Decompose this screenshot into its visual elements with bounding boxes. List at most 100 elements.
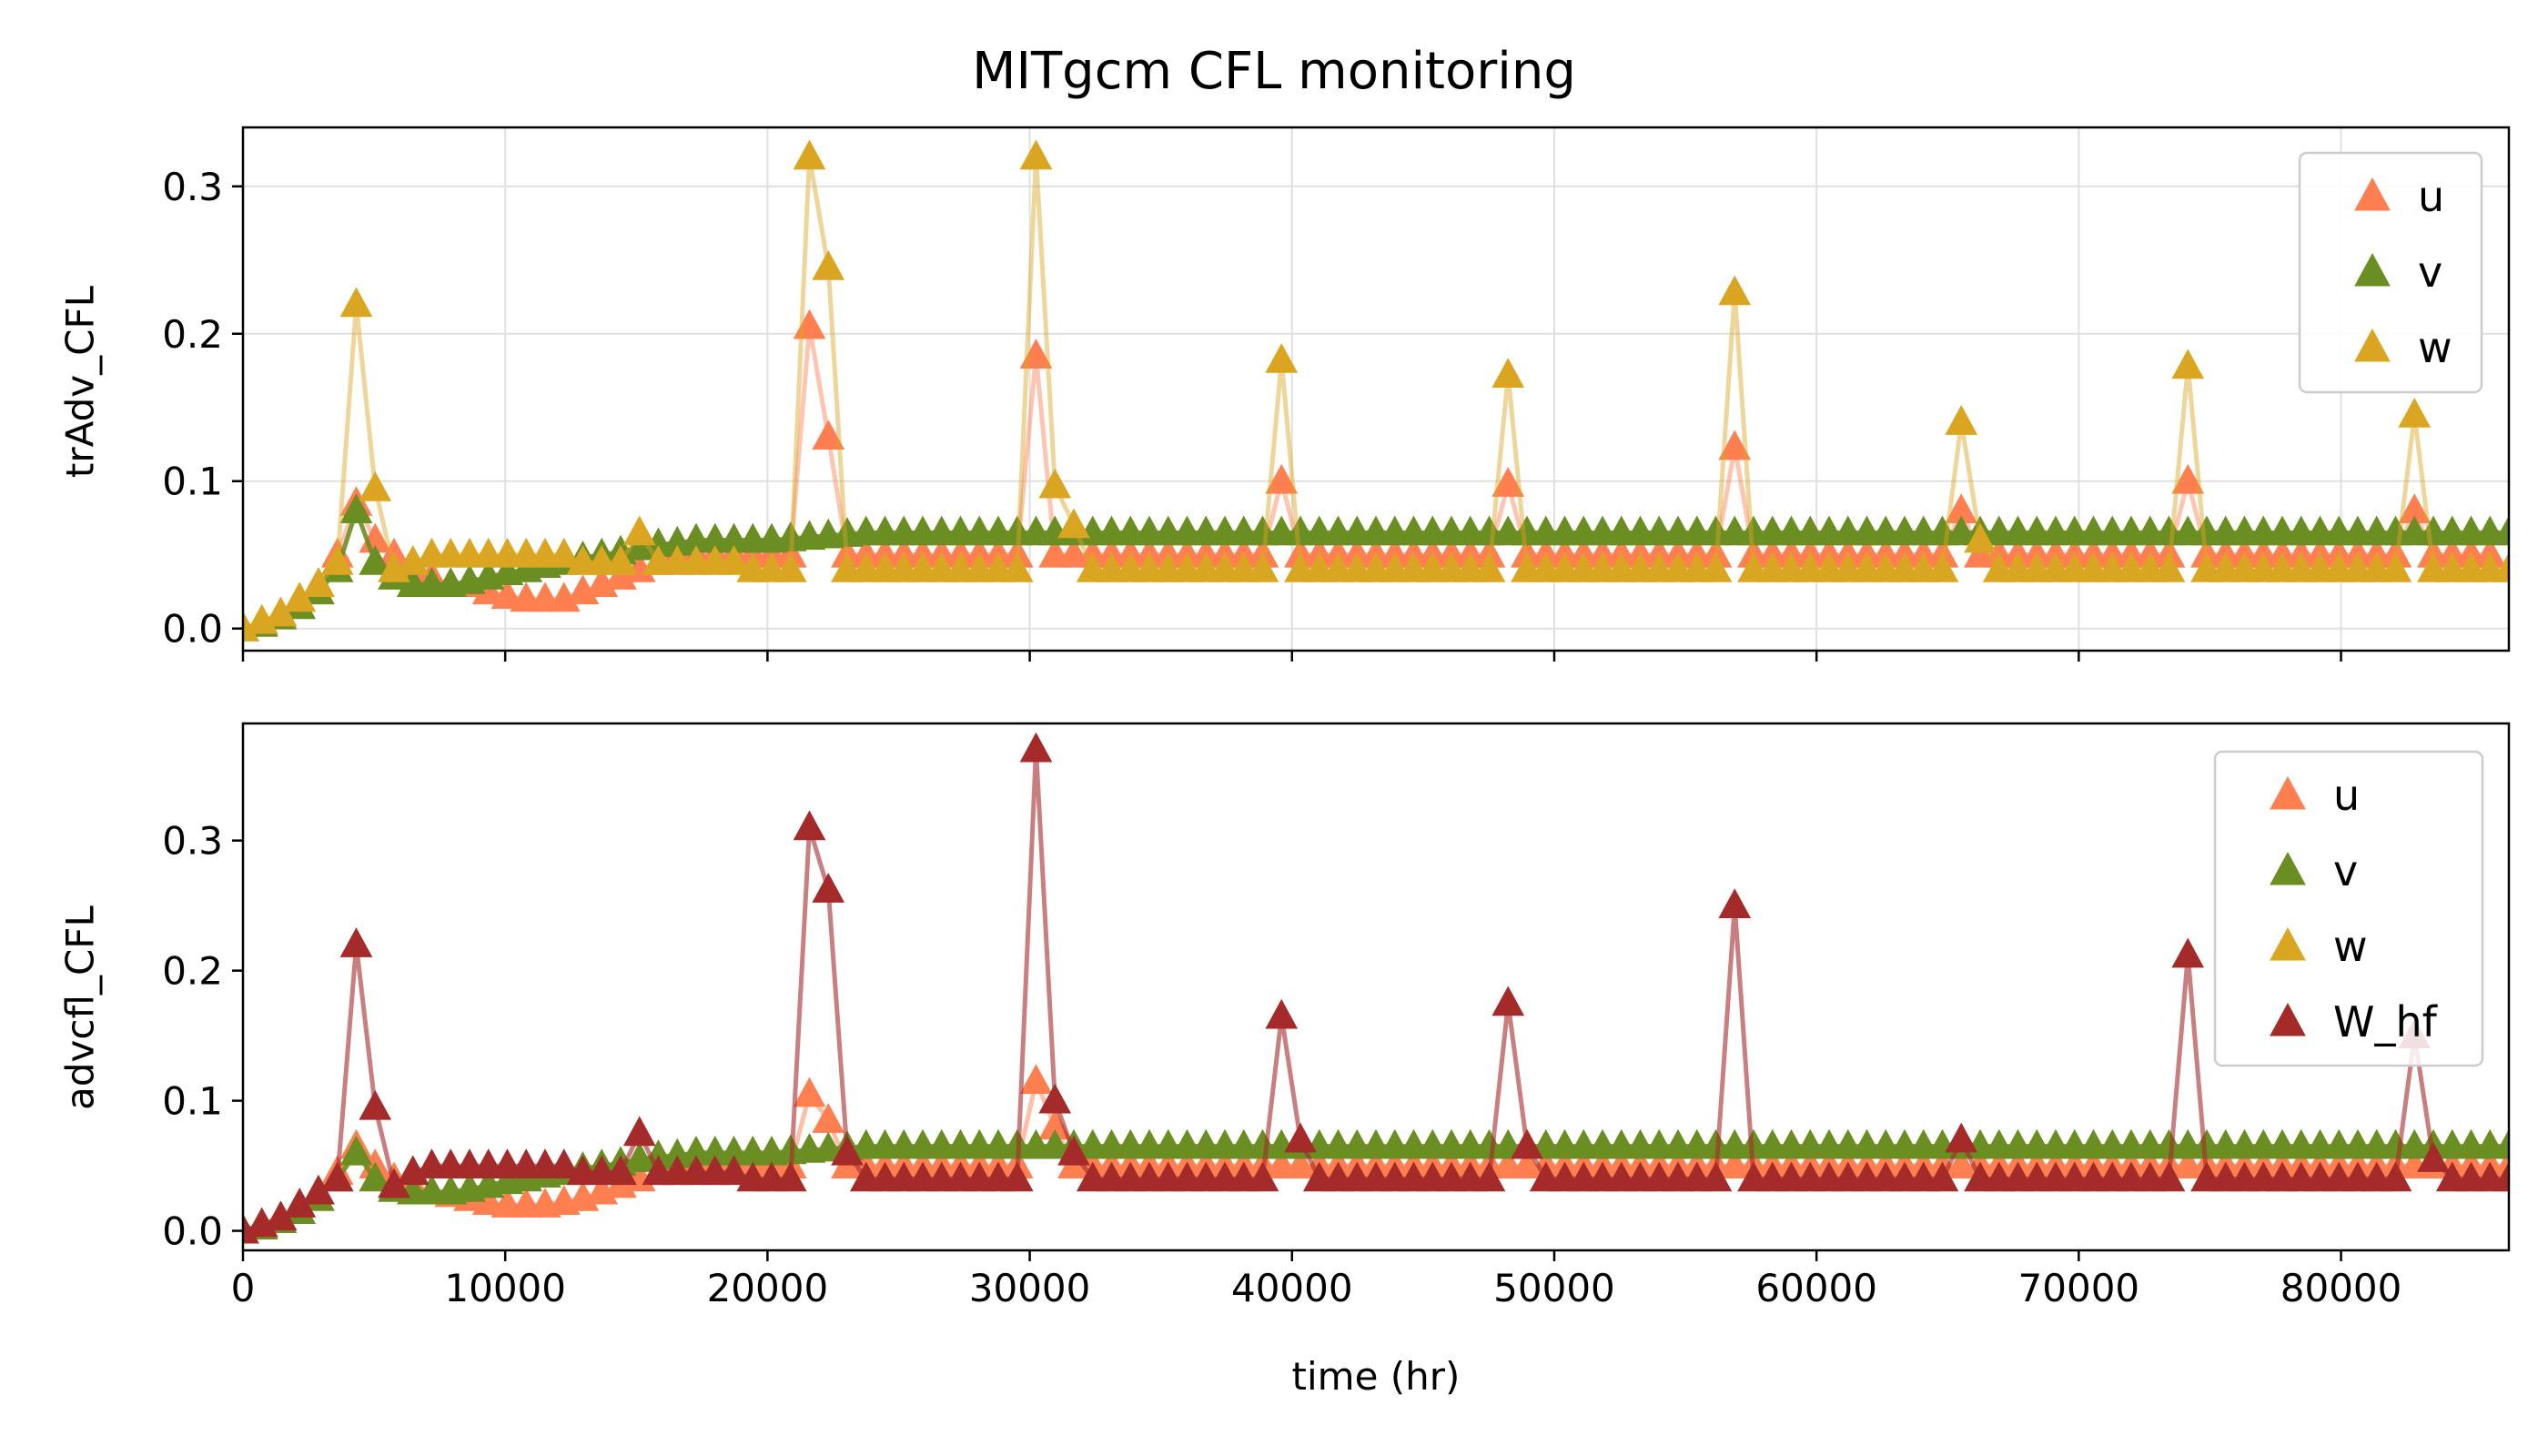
bottom-series-W_hf	[243, 732, 2509, 1244]
top-point-w-20	[604, 544, 637, 575]
top-point-w-6	[339, 287, 373, 318]
top-point-v-7	[359, 544, 392, 575]
bottom-y-tick-label-3: 0.3	[162, 819, 223, 864]
top-point-w-3	[283, 581, 317, 612]
top-point-w-17	[547, 537, 581, 568]
bottom-x-tick-label-4: 40000	[1231, 1266, 1353, 1310]
bottom-point-W_hf-55	[1265, 998, 1299, 1029]
bottom-point-W_hf-56	[1284, 1122, 1317, 1153]
top-point-w-120	[2492, 552, 2509, 582]
top-point-w-43	[1038, 468, 1072, 499]
bottom-x-tick-label-8: 80000	[2280, 1266, 2402, 1310]
top-legend-label-w: w	[2418, 323, 2452, 372]
bottom-point-W_hf-79	[1718, 888, 1752, 919]
chart-title: MITgcm CFL monitoring	[972, 42, 1576, 101]
bottom-point-W_hf-66	[1472, 1161, 1506, 1192]
top-point-w-21	[622, 515, 656, 546]
bottom-y-tick-label-0: 0.0	[162, 1209, 223, 1254]
top-point-u-31	[812, 420, 845, 450]
top-point-w-7	[359, 470, 392, 501]
bottom-x-tick-label-0: 0	[231, 1266, 256, 1310]
bottom-point-W_hf-32	[831, 1135, 864, 1166]
top-point-w-115	[2398, 397, 2432, 428]
top-point-w-2	[264, 596, 298, 627]
bottom-point-W_hf-30	[793, 810, 826, 841]
bottom-legend-label-W_hf: W_hf	[2333, 997, 2439, 1046]
bottom-point-W_hf-43	[1038, 1083, 1072, 1114]
bottom-point-W_hf-68	[1511, 1128, 1543, 1159]
bottom-point-W_hf-54	[1246, 1161, 1279, 1192]
bottom-point-W_hf-67	[1491, 986, 1525, 1016]
bottom-legend-marker-u	[2270, 776, 2306, 810]
bottom-legend-label-v: v	[2333, 846, 2358, 895]
bottom-y-tick-label-1: 0.1	[162, 1079, 223, 1124]
bottom-point-W_hf-42	[1019, 732, 1053, 763]
top-legend-label-u: u	[2418, 172, 2444, 221]
top-plot-area	[243, 139, 2509, 642]
top-point-u-79	[1718, 430, 1752, 460]
top-point-w-29	[774, 552, 807, 582]
bottom-point-v-120	[2492, 1128, 2509, 1159]
top-point-w-67	[1491, 358, 1525, 388]
bottom-legend-marker-w	[2270, 927, 2306, 961]
top-point-w-44	[1057, 508, 1090, 539]
top-legend-label-v: v	[2418, 248, 2442, 297]
bottom-legend-box	[2213, 750, 2484, 1067]
bottom-point-W_hf-114	[2379, 1161, 2412, 1192]
bottom-point-u-42	[1019, 1064, 1053, 1095]
top-point-w-79	[1718, 275, 1752, 306]
top-axes-frame	[241, 126, 2511, 652]
bottom-axes-frame	[241, 722, 2511, 1252]
top-point-w-54	[1246, 552, 1279, 582]
top-legend-marker-w	[2354, 329, 2391, 362]
top-series-v	[243, 493, 2509, 642]
top-series-u	[243, 308, 2507, 642]
bottom-point-W_hf-103	[2171, 937, 2205, 968]
top-point-u-14	[490, 579, 524, 609]
panel-top: 0.0 0.1 0.2 0.3 uvw	[162, 126, 2511, 662]
bottom-point-W_hf-44	[1057, 1135, 1090, 1166]
bottom-point-u-30	[793, 1077, 826, 1107]
bottom-legend: uvw W_hf	[2213, 750, 2484, 1067]
top-point-u-103	[2171, 463, 2205, 494]
top-series-w	[243, 139, 2509, 642]
top-point-w-92	[1964, 522, 1997, 553]
top-legend-marker-v	[2354, 253, 2391, 287]
bottom-point-W_hf-20	[604, 1155, 637, 1186]
bottom-point-W_hf-7	[359, 1089, 392, 1120]
bottom-x-tick-label-3: 30000	[969, 1266, 1091, 1310]
bottom-legend-label-u: u	[2333, 771, 2360, 820]
bottom-point-W_hf-102	[2152, 1161, 2186, 1192]
bottom-point-W_hf-90	[1926, 1161, 1959, 1192]
top-y-tick-label-1: 0.1	[162, 460, 223, 504]
bottom-x-tick-label-5: 50000	[1493, 1266, 1615, 1310]
top-point-u-67	[1491, 467, 1525, 497]
top-point-u-55	[1265, 463, 1299, 494]
top-point-w-30	[793, 139, 826, 170]
top-point-v-6	[339, 493, 373, 524]
bottom-legend-label-w: w	[2333, 922, 2368, 971]
bottom-point-W_hf-120	[2492, 1161, 2509, 1192]
bottom-point-W_hf-5	[320, 1161, 354, 1192]
top-legend: uvw	[2298, 151, 2483, 394]
top-legend-marker-u	[2354, 177, 2391, 211]
top-point-w-5	[320, 544, 354, 575]
top-point-w-55	[1265, 343, 1299, 373]
bottom-point-W_hf-26	[717, 1155, 751, 1186]
bottom-x-tick-label-2: 20000	[707, 1266, 829, 1310]
bottom-y-axis-label: advcfl_CFL	[57, 905, 103, 1110]
bottom-point-W_hf-116	[2417, 1142, 2450, 1172]
top-point-w-78	[1699, 552, 1733, 582]
bottom-point-v-7	[359, 1161, 392, 1192]
bottom-point-W_hf-78	[1699, 1161, 1733, 1192]
x-axis-label: time (hr)	[1291, 1354, 1461, 1399]
bottom-legend-marker-v	[2270, 852, 2306, 885]
top-point-w-114	[2379, 552, 2412, 582]
top-point-w-91	[1945, 405, 1978, 435]
bottom-point-v-6	[339, 1135, 373, 1166]
top-y-axis-label: trAdv_CFL	[57, 285, 103, 479]
top-point-w-102	[2152, 552, 2186, 582]
top-y-tick-label-2: 0.2	[162, 312, 223, 357]
